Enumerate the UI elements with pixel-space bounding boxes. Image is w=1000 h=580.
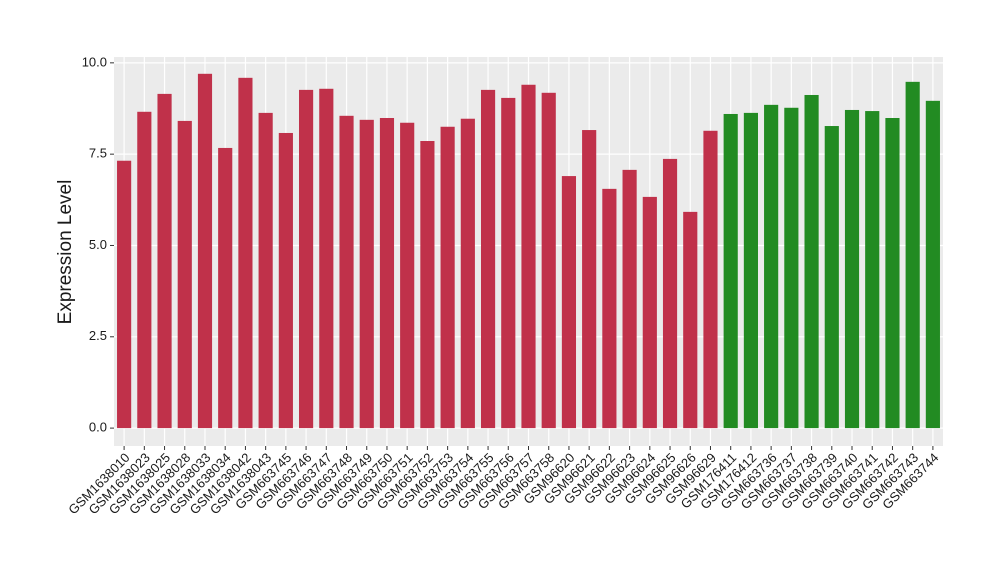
- y-tick-label: 0.0: [89, 420, 107, 435]
- bar: [743, 112, 758, 429]
- bar: [117, 160, 132, 429]
- bar: [400, 122, 415, 429]
- bar: [622, 169, 637, 429]
- bar: [865, 111, 880, 429]
- bar: [339, 115, 354, 429]
- bar: [157, 93, 172, 429]
- bar: [379, 117, 395, 429]
- bar: [905, 81, 920, 429]
- bar: [804, 94, 819, 429]
- bar: [723, 113, 738, 429]
- bar: [299, 89, 314, 429]
- bar: [602, 188, 617, 429]
- y-tick-label: 10.0: [82, 54, 107, 69]
- bar: [258, 112, 273, 429]
- bar: [521, 84, 536, 429]
- y-tick-label: 2.5: [89, 328, 107, 343]
- bar: [642, 196, 657, 429]
- bar: [925, 100, 940, 429]
- bar: [460, 118, 475, 429]
- bar: [480, 89, 496, 429]
- y-tick-label: 5.0: [89, 237, 107, 252]
- bar: [177, 120, 192, 429]
- y-axis-label: Expression Level: [55, 180, 76, 325]
- bar: [238, 77, 253, 429]
- bar: [703, 130, 718, 429]
- bar: [319, 88, 334, 429]
- bar: [561, 176, 577, 429]
- bar: [844, 109, 860, 429]
- bar: [662, 158, 678, 429]
- bar: [359, 119, 374, 429]
- bar: [541, 92, 556, 429]
- bar: [824, 126, 839, 429]
- bar: [278, 132, 293, 429]
- bar: [218, 147, 233, 429]
- bar: [885, 117, 900, 429]
- y-tick-label: 7.5: [89, 146, 107, 161]
- bar: [440, 126, 455, 429]
- bar: [784, 107, 799, 429]
- bar: [197, 73, 213, 429]
- bar: [420, 141, 435, 429]
- bar: [137, 111, 152, 429]
- bar: [582, 130, 597, 429]
- bar: [501, 97, 516, 429]
- bar: [764, 104, 779, 429]
- bar: [683, 211, 698, 429]
